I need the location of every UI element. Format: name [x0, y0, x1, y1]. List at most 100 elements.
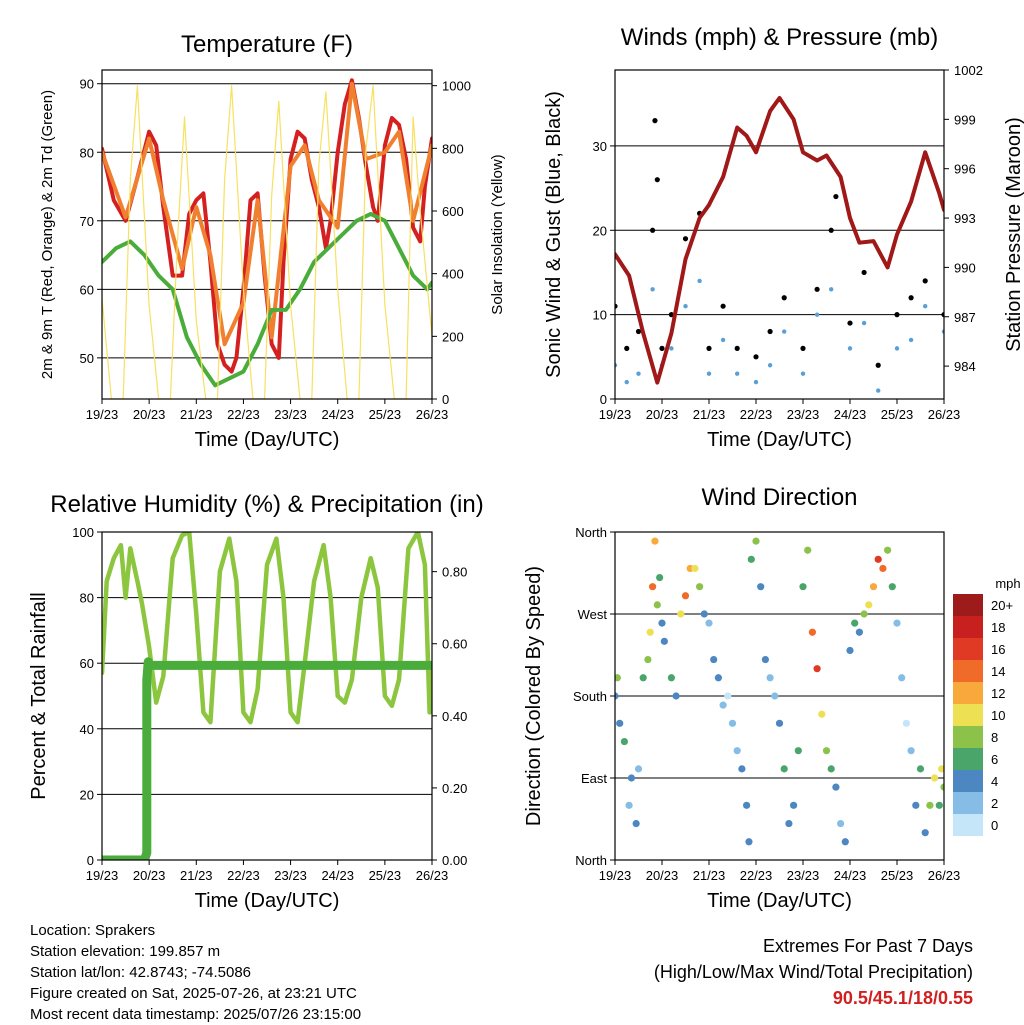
y-right-tick-label: 0.60	[442, 637, 467, 652]
plot-frame	[614, 69, 945, 400]
wind-point	[828, 227, 834, 233]
direction-point	[627, 774, 636, 782]
direction-point	[761, 655, 770, 664]
y-right-tick-label: 0.80	[442, 565, 467, 580]
legend-swatch	[953, 638, 983, 660]
y-right-tick-label: 993	[954, 211, 976, 226]
direction-point	[620, 737, 629, 746]
y-tick-label: 20	[80, 787, 94, 802]
x-tick-label: 20/23	[646, 868, 679, 883]
chart-panel-1	[97, 69, 437, 404]
legend-swatch	[953, 792, 983, 814]
x-tick-label: 19/23	[599, 868, 632, 883]
wind-point	[706, 371, 712, 376]
y-tick-label: 90	[80, 77, 94, 92]
y-right-tick-label: 987	[954, 310, 976, 325]
wind-point	[624, 379, 629, 385]
x-tick-label: 26/23	[928, 407, 961, 422]
plot-frame	[101, 531, 433, 861]
x-tick-label: 21/23	[180, 407, 213, 422]
y-axis-label: Direction (Colored By Speed)	[523, 566, 545, 826]
series-line	[102, 211, 432, 388]
series-line	[102, 78, 432, 374]
direction-point	[672, 692, 680, 700]
direction-point	[660, 637, 668, 645]
y-axis-label: 2m & 9m T (Red, Orange) & 2m Td (Green)	[39, 90, 56, 379]
direction-point	[634, 765, 643, 773]
y-tick-label: 80	[80, 591, 94, 606]
direction-point	[874, 555, 882, 563]
x-tick-label: 24/23	[321, 868, 354, 883]
x-tick-label: 23/23	[787, 868, 820, 883]
direction-point	[752, 537, 760, 545]
wind-point	[753, 379, 759, 385]
y-axis-label: Sonic Wind & Gust (Blue, Black)	[543, 91, 565, 378]
legend-swatch	[953, 704, 983, 726]
wind-point	[615, 303, 618, 309]
direction-point	[898, 674, 906, 682]
y-tick-label: 80	[80, 145, 94, 160]
y-tick-label: 30	[593, 139, 607, 154]
wind-point	[876, 388, 881, 393]
direction-point	[794, 747, 802, 755]
legend-label: 18	[991, 620, 1005, 635]
wind-point	[735, 371, 740, 376]
wind-point	[650, 287, 655, 292]
y-category-label: North	[575, 525, 607, 540]
x-tick-label: 23/23	[787, 407, 820, 422]
direction-point	[667, 674, 676, 682]
wind-point	[875, 362, 881, 368]
direction-point	[865, 601, 873, 609]
legend-swatch	[953, 594, 983, 616]
series-line	[102, 657, 432, 860]
recent-timestamp-text: Most recent data timestamp: 2025/07/26 2…	[30, 1006, 362, 1023]
chart-title: Relative Humidity (%) & Precipitation (i…	[50, 491, 483, 518]
y-category-label: West	[578, 607, 608, 622]
legend-swatch	[953, 616, 983, 638]
direction-point	[846, 646, 854, 655]
legend-label: 20+	[991, 598, 1013, 613]
x-axis-label: Time (Day/UTC)	[707, 429, 852, 451]
x-tick-label: 24/23	[834, 868, 867, 883]
direction-point	[902, 719, 911, 727]
y-tick-label: 100	[72, 525, 94, 540]
direction-point	[728, 719, 737, 727]
x-tick-label: 25/23	[369, 868, 402, 883]
y-right-tick-label: 800	[442, 141, 464, 156]
y-tick-label: 10	[593, 308, 607, 323]
direction-point	[615, 674, 621, 682]
y-category-label: North	[575, 853, 607, 868]
direction-point	[879, 564, 887, 573]
wind-point	[908, 337, 914, 343]
x-tick-label: 22/23	[227, 407, 260, 422]
wind-point	[829, 287, 834, 292]
direction-point	[757, 583, 765, 591]
direction-point	[700, 610, 708, 618]
direction-point	[646, 628, 654, 636]
wind-point	[650, 227, 656, 233]
legend-label: 8	[991, 730, 998, 745]
legend-swatch	[953, 814, 983, 836]
legend-label: 6	[991, 752, 998, 767]
legend-label: 0	[991, 818, 998, 833]
legend-swatch	[953, 682, 983, 704]
wind-point	[734, 345, 740, 351]
direction-point	[616, 719, 624, 727]
wind-point	[833, 193, 839, 200]
wind-point	[800, 345, 806, 351]
direction-point	[632, 819, 640, 828]
y-right-tick-label: 1000	[442, 79, 471, 94]
direction-point	[644, 655, 652, 664]
station-info: Location: Sprakers Station elevation: 19…	[30, 920, 361, 1025]
y-tick-label: 0	[600, 392, 607, 407]
x-tick-label: 19/23	[86, 868, 119, 883]
y-right-tick-label: 0.00	[442, 853, 467, 868]
y-tick-label: 50	[80, 351, 94, 366]
direction-point	[710, 655, 718, 664]
x-tick-label: 25/23	[881, 868, 914, 883]
series-group	[615, 96, 944, 393]
direction-point	[677, 610, 685, 618]
y-right-tick-label: 996	[954, 162, 976, 177]
wind-point	[894, 346, 900, 351]
